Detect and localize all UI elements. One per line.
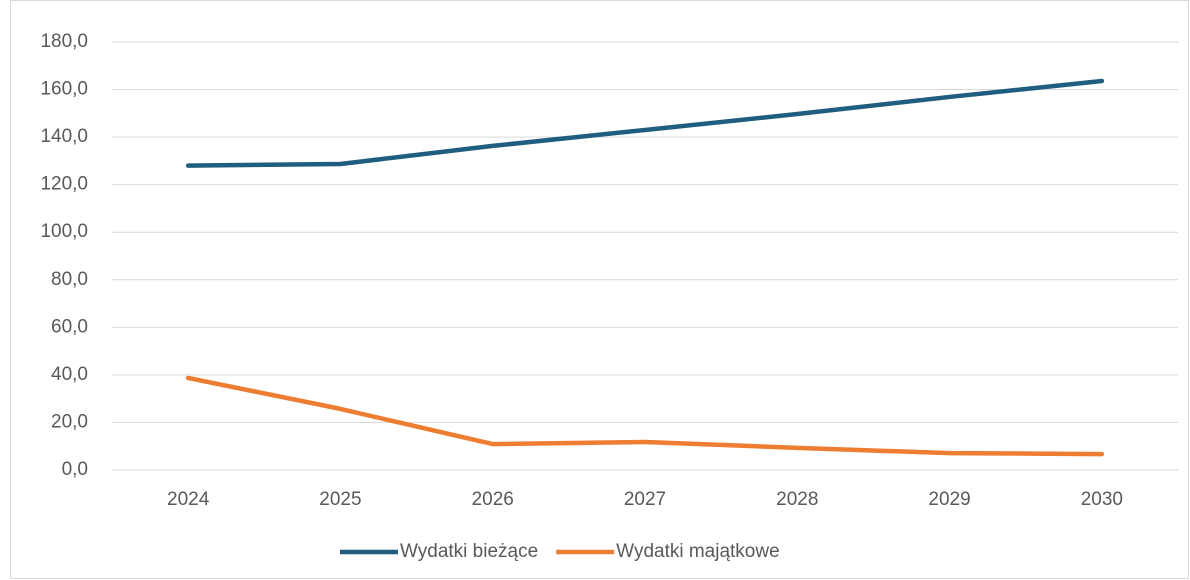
y-tick-label: 160,0 [40,79,88,100]
x-tick-label: 2027 [624,489,666,510]
series-line [185,375,1105,457]
y-tick-label: 140,0 [40,126,88,147]
y-tick-label: 60,0 [51,316,88,337]
y-tick-label: 20,0 [51,411,88,432]
y-tick-label: 180,0 [40,31,88,52]
y-tick-label: 40,0 [51,364,88,385]
x-tick-label: 2030 [1081,489,1123,510]
x-tick-label: 2026 [472,489,514,510]
y-tick-label: 0,0 [62,459,88,480]
y-tick-label: 80,0 [51,269,88,290]
x-tick-label: 2024 [167,489,210,510]
legend-label: Wydatki majątkowe [616,541,780,562]
chart-frame [10,0,1189,579]
x-tick-label: 2025 [319,489,361,510]
legend-label: Wydatki bieżące [400,541,538,562]
x-tick-label: 2029 [928,489,970,510]
y-tick-label: 120,0 [40,174,88,195]
series-line [185,78,1105,168]
x-tick-label: 2028 [776,489,818,510]
y-tick-label: 100,0 [40,221,88,242]
